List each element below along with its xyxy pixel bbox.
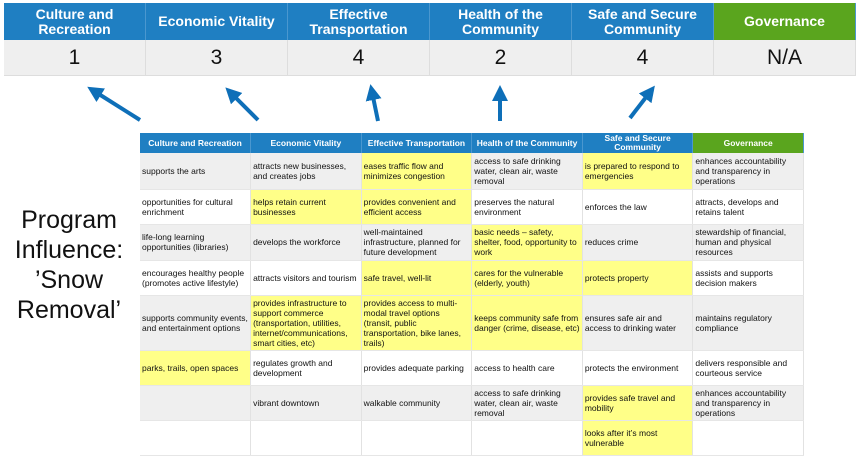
table-cell: keeps community safe from danger (crime,… bbox=[471, 295, 583, 351]
table-cell bbox=[361, 420, 473, 456]
influence-table: Culture and Recreation Economic Vitality E… bbox=[140, 133, 804, 456]
summary-header: Effective Transportation bbox=[288, 3, 430, 40]
summary-score: 1 bbox=[4, 40, 146, 76]
summary-header: Culture and Recreation bbox=[4, 3, 146, 40]
table-cell bbox=[692, 420, 804, 456]
table-cell: protects the environment bbox=[582, 350, 694, 386]
summary-score: 4 bbox=[288, 40, 430, 76]
table-cell: safe travel, well-lit bbox=[361, 260, 473, 296]
column-header: Effective Transportation bbox=[361, 133, 473, 153]
table-cell: access to safe drinking water, clean air… bbox=[471, 153, 583, 190]
summary-score: 3 bbox=[146, 40, 288, 76]
table-cell: eases traffic flow and minimizes congest… bbox=[361, 153, 473, 190]
table-cell: ensures safe air and access to drinking … bbox=[582, 295, 694, 351]
summary-header: Health of the Community bbox=[430, 3, 572, 40]
table-cell bbox=[250, 420, 362, 456]
table-cell: cares for the vulnerable (elderly, youth… bbox=[471, 260, 583, 296]
table-cell: develops the workforce bbox=[250, 224, 362, 261]
table-cell: walkable community bbox=[361, 385, 473, 421]
table-row: parks, trails, open spaces regulates grow… bbox=[140, 350, 804, 386]
table-row: vibrant downtown walkable community access… bbox=[140, 385, 804, 421]
table-cell: attracts, develops and retains talent bbox=[692, 189, 804, 225]
column-header: Governance bbox=[692, 133, 804, 153]
column-header: Health of the Community bbox=[471, 133, 583, 153]
table-cell: access to health care bbox=[471, 350, 583, 386]
arrow-icon bbox=[365, 84, 382, 122]
table-cell: reduces crime bbox=[582, 224, 694, 261]
summary-score: 4 bbox=[572, 40, 714, 76]
table-cell: provides safe travel and mobility bbox=[582, 385, 694, 421]
table-row: looks after it’s most vulnerable bbox=[140, 420, 804, 456]
table-row: life-long learning opportunities (librar… bbox=[140, 224, 804, 261]
table-cell: provides infrastructure to support comme… bbox=[250, 295, 362, 351]
table-cell: maintains regulatory compliance bbox=[692, 295, 804, 351]
summary-score: N/A bbox=[714, 40, 856, 76]
table-row: encourages healthy people (promotes acti… bbox=[140, 260, 804, 296]
table-cell: attracts visitors and tourism bbox=[250, 260, 362, 296]
table-cell: attracts new businesses, and creates job… bbox=[250, 153, 362, 190]
table-cell: enhances accountability and transparency… bbox=[692, 385, 804, 421]
table-cell: life-long learning opportunities (librar… bbox=[140, 224, 252, 261]
table-cell: is prepared to respond to emergencies bbox=[582, 153, 694, 190]
table-cell: encourages healthy people (promotes acti… bbox=[140, 260, 252, 296]
table-cell: stewardship of financial, human and phys… bbox=[692, 224, 804, 261]
column-header: Economic Vitality bbox=[250, 133, 362, 153]
summary-scores: Culture and Recreation 1 Economic Vitality… bbox=[4, 3, 856, 76]
arrow-icon bbox=[225, 87, 260, 122]
table-cell: basic needs – safety, shelter, food, opp… bbox=[471, 224, 583, 261]
table-cell bbox=[140, 385, 252, 421]
table-cell: parks, trails, open spaces bbox=[140, 350, 252, 386]
column-header: Culture and Recreation bbox=[140, 133, 252, 153]
table-cell: preserves the natural environment bbox=[471, 189, 583, 225]
table-cell: enhances accountability and transparency… bbox=[692, 153, 804, 190]
table-cell bbox=[471, 420, 583, 456]
arrows bbox=[87, 84, 655, 122]
table-cell: provides convenient and efficient access bbox=[361, 189, 473, 225]
table-cell: supports the arts bbox=[140, 153, 252, 190]
table-cell: provides access to multi-modal travel op… bbox=[361, 295, 473, 351]
summary-header: Safe and Secure Community bbox=[572, 3, 714, 40]
summary-header: Governance bbox=[714, 3, 856, 40]
table-row: opportunities for cultural enrichment hel… bbox=[140, 189, 804, 225]
program-label: Program Influence: ’Snow Removal’ bbox=[14, 206, 124, 324]
arrow-icon bbox=[628, 85, 655, 120]
table-cell: looks after it’s most vulnerable bbox=[582, 420, 694, 456]
column-header: Safe and Secure Community bbox=[582, 133, 694, 153]
table-row: supports the arts attracts new businesses… bbox=[140, 153, 804, 190]
table-cell: opportunities for cultural enrichment bbox=[140, 189, 252, 225]
table-cell: supports community events, and entertain… bbox=[140, 295, 252, 351]
table-cell: protects property bbox=[582, 260, 694, 296]
table-cell: provides adequate parking bbox=[361, 350, 473, 386]
table-cell: delivers responsible and courteous servi… bbox=[692, 350, 804, 386]
table-cell: well-maintained infrastructure, planned … bbox=[361, 224, 473, 261]
summary-score: 2 bbox=[430, 40, 572, 76]
table-cell: regulates growth and development bbox=[250, 350, 362, 386]
table-cell: vibrant downtown bbox=[250, 385, 362, 421]
table-cell bbox=[140, 420, 252, 456]
table-cell: access to safe drinking water, clean air… bbox=[471, 385, 583, 421]
table-row: supports community events, and entertain… bbox=[140, 295, 804, 351]
table-cell: enforces the law bbox=[582, 189, 694, 225]
table-cell: assists and supports decision makers bbox=[692, 260, 804, 296]
summary-header: Economic Vitality bbox=[146, 3, 288, 40]
table-cell: helps retain current businesses bbox=[250, 189, 362, 225]
arrow-icon bbox=[87, 86, 142, 122]
